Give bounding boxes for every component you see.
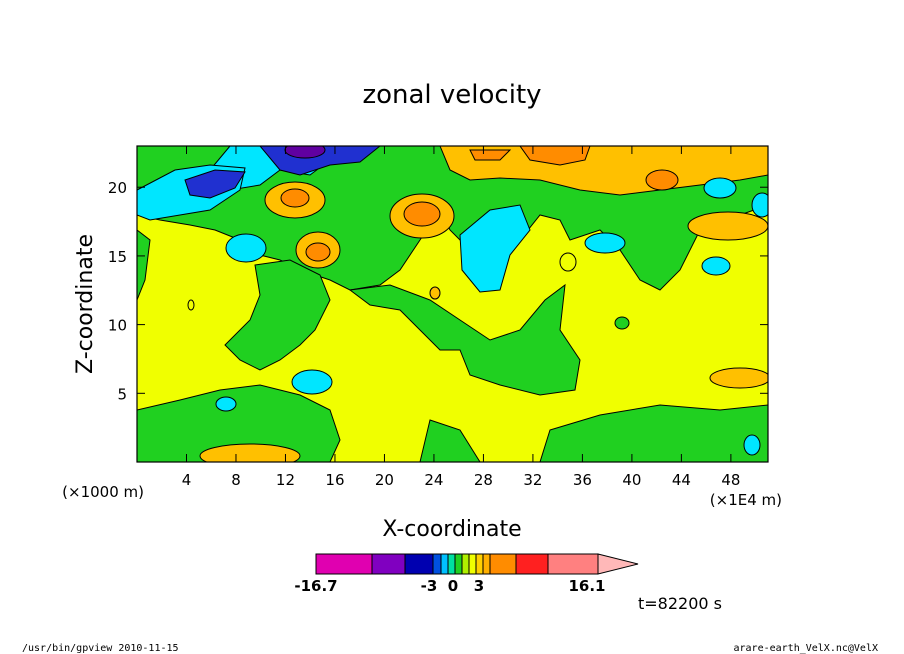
y-axis-ticks: 5 10 15 20 bbox=[108, 179, 768, 403]
x-tick-label: 36 bbox=[573, 471, 592, 489]
contour-field bbox=[137, 146, 768, 462]
x-tick-label: 44 bbox=[672, 471, 691, 489]
strong-positive-12-18 bbox=[280, 188, 310, 208]
x-axis-ticks: 4 8 12 16 20 24 28 32 36 40 44 48 bbox=[182, 146, 740, 489]
footer-right: arare-earth_VelX.nc@VelX bbox=[734, 643, 879, 654]
colorbar-bin bbox=[432, 553, 442, 575]
colorbar-extend-arrow bbox=[597, 553, 639, 575]
colorbar-bin bbox=[489, 553, 517, 575]
x-tick-label: 40 bbox=[622, 471, 641, 489]
strong-positive-23-18 bbox=[403, 201, 441, 227]
x-tick-label: 8 bbox=[231, 471, 241, 489]
small-contour-1 bbox=[187, 299, 195, 311]
green-region-right bbox=[348, 283, 581, 396]
x-tick-label: 48 bbox=[721, 471, 740, 489]
x-tick-label: 20 bbox=[375, 471, 394, 489]
colorbar-bin bbox=[461, 553, 470, 575]
colorbar-bin bbox=[371, 553, 406, 575]
colorbar-bin bbox=[515, 553, 549, 575]
green-region-left-edge bbox=[137, 229, 151, 301]
time-label: t=82200 s bbox=[638, 594, 722, 613]
negative-blob-right-bottom bbox=[743, 434, 761, 456]
negative-blob-46-20 bbox=[703, 177, 737, 199]
x-tick-label: 16 bbox=[325, 471, 344, 489]
x-tick-label: 24 bbox=[424, 471, 443, 489]
chart-title: zonal velocity bbox=[362, 80, 541, 110]
negative-blob-14-6 bbox=[291, 369, 333, 395]
colorbar-label-3: 3 bbox=[474, 577, 484, 595]
negative-blob-9-17 bbox=[225, 233, 267, 263]
colorbar-bin bbox=[440, 553, 449, 575]
strong-positive-top bbox=[519, 146, 591, 166]
footer-left: /usr/bin/gpview 2010-11-15 bbox=[22, 643, 179, 654]
colorbar-label-neg3: -3 bbox=[421, 577, 438, 595]
negative-region-center bbox=[459, 204, 531, 293]
colorbar-bin bbox=[482, 553, 491, 575]
colorbar bbox=[315, 553, 639, 575]
green-region-bottom-right bbox=[539, 404, 768, 462]
colorbar-label-zero: 0 bbox=[448, 577, 458, 595]
strong-positive-top2 bbox=[469, 149, 512, 161]
y-tick-label: 10 bbox=[108, 317, 127, 335]
colorbar-bin bbox=[547, 553, 599, 575]
negative-blob-47-14 bbox=[701, 256, 731, 276]
positive-blob-right-low bbox=[709, 367, 768, 389]
y-axis-label: Z-coordinate bbox=[73, 234, 98, 374]
small-contour-2 bbox=[429, 286, 441, 300]
strong-negative-left bbox=[184, 169, 246, 199]
positive-blob-bottom bbox=[199, 443, 301, 462]
colorbar-bin bbox=[454, 553, 463, 575]
green-region-bottom-mid bbox=[419, 419, 481, 462]
strong-negative-core bbox=[284, 146, 326, 159]
x-unit-note: (×1E4 m) bbox=[710, 491, 782, 509]
colorbar-bin bbox=[468, 553, 477, 575]
green-region-middle bbox=[224, 259, 331, 371]
positive-blob-44-20 bbox=[645, 169, 679, 191]
negative-blob-37-17 bbox=[584, 232, 626, 254]
x-tick-label: 28 bbox=[474, 471, 493, 489]
y-tick-label: 20 bbox=[108, 179, 127, 197]
positive-band-top bbox=[439, 146, 768, 196]
colorbar-min-label: -16.7 bbox=[294, 577, 337, 595]
positive-blob-47-17 bbox=[687, 211, 768, 241]
x-tick-label: 12 bbox=[276, 471, 295, 489]
y-unit-note: (×1000 m) bbox=[62, 483, 144, 501]
colorbar-bin bbox=[404, 553, 434, 575]
colorbar-bin bbox=[315, 553, 373, 575]
colorbar-bin bbox=[475, 553, 484, 575]
green-region-bottom-left bbox=[137, 384, 341, 462]
plot-frame bbox=[136, 145, 769, 463]
x-tick-label: 32 bbox=[523, 471, 542, 489]
y-tick-label: 5 bbox=[117, 385, 127, 403]
negative-blob-right-edge bbox=[751, 192, 768, 218]
colorbar-max-label: 16.1 bbox=[568, 577, 605, 595]
y-tick-label: 15 bbox=[108, 248, 127, 266]
x-axis-label: X-coordinate bbox=[382, 517, 521, 542]
negative-blob-7-4 bbox=[215, 396, 237, 412]
small-contour-3 bbox=[614, 316, 630, 330]
strong-positive-14-15 bbox=[305, 242, 331, 262]
small-contour-4 bbox=[559, 252, 577, 272]
x-tick-label: 4 bbox=[182, 471, 192, 489]
colorbar-bin bbox=[447, 553, 456, 575]
